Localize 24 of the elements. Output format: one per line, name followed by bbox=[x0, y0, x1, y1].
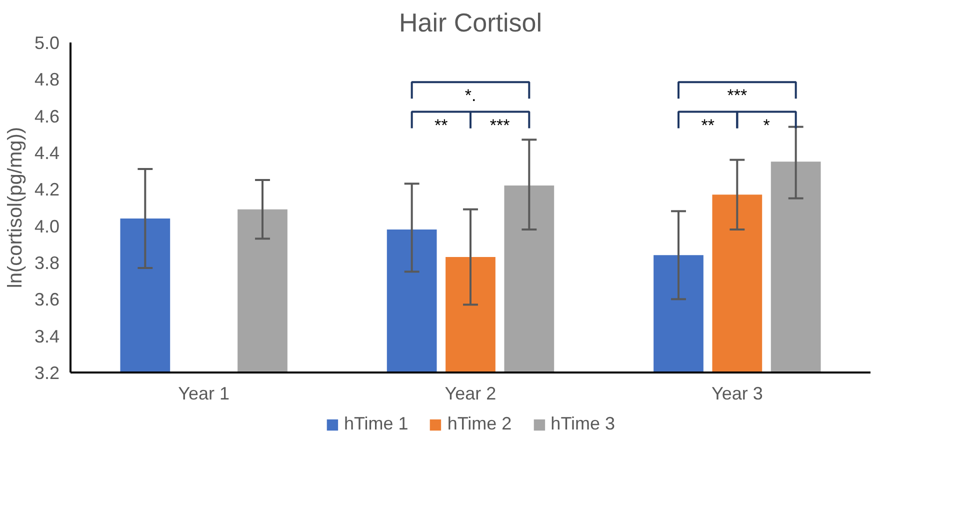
y-axis-title: ln(cortisol(pg/mg)) bbox=[4, 126, 26, 288]
x-tick-label: Year 1 bbox=[178, 384, 230, 404]
annotation: *** bbox=[727, 86, 748, 106]
y-tick-label: 4.2 bbox=[34, 180, 60, 200]
y-tick-label: 3.2 bbox=[34, 363, 60, 383]
legend-label: hTime 2 bbox=[447, 414, 512, 434]
y-tick-label: 4.6 bbox=[34, 106, 60, 126]
x-tick-label: Year 3 bbox=[711, 384, 763, 404]
y-tick-label: 3.4 bbox=[34, 326, 60, 346]
legend-label: hTime 3 bbox=[550, 414, 616, 434]
annotation: *** bbox=[490, 116, 510, 135]
annotation: * bbox=[763, 116, 770, 135]
legend-label: hTime 1 bbox=[344, 414, 408, 434]
annotation: ** bbox=[701, 116, 715, 135]
annotation: ** bbox=[434, 116, 448, 135]
chart-title: Hair Cortisol bbox=[398, 8, 542, 38]
y-tick-label: 4.0 bbox=[34, 216, 60, 236]
annotation: *. bbox=[464, 86, 476, 106]
y-tick-label: 3.6 bbox=[34, 290, 60, 310]
y-tick-label: 4.4 bbox=[34, 143, 60, 163]
y-tick-label: 5.0 bbox=[34, 33, 60, 53]
x-tick-label: Year 2 bbox=[444, 384, 496, 404]
y-tick-label: 3.8 bbox=[34, 253, 60, 273]
y-tick-label: 4.8 bbox=[34, 70, 60, 90]
